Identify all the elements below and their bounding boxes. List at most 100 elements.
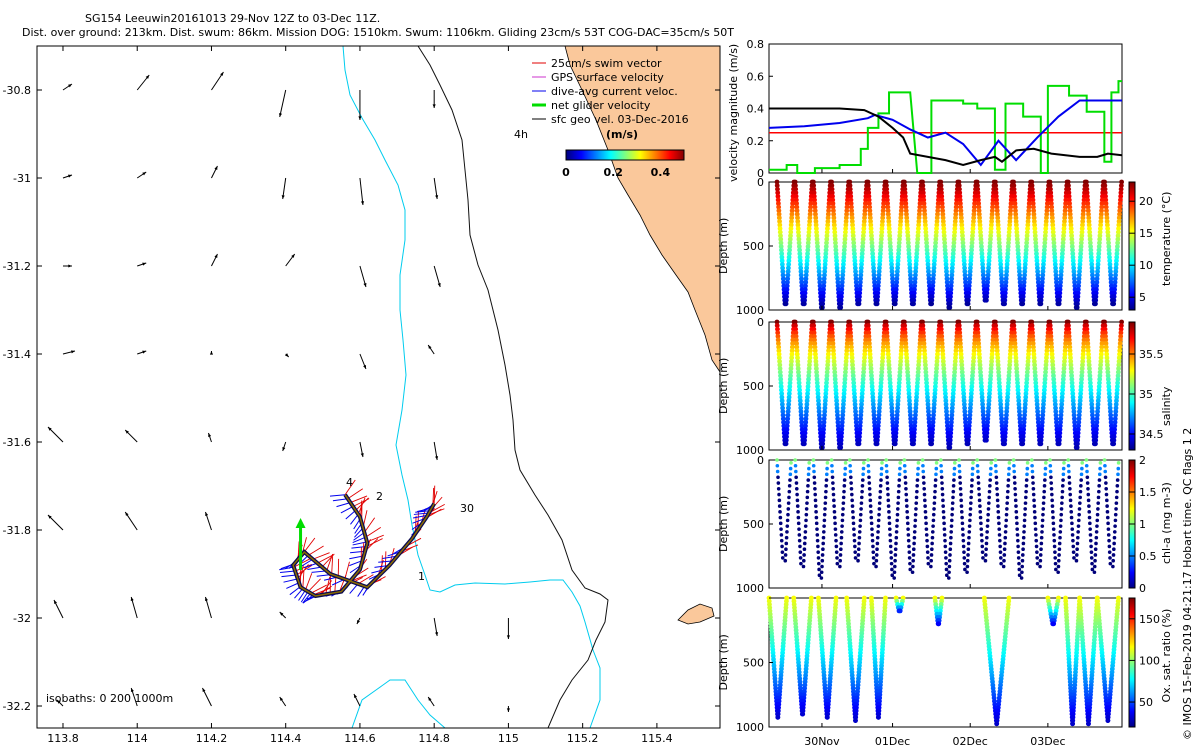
profile-point	[1096, 244, 1102, 249]
profile-point	[923, 373, 929, 379]
profile-point	[907, 398, 912, 404]
section-ylabel: Depth (m)	[717, 496, 730, 552]
profile-point	[812, 341, 818, 346]
colorbar-cell	[675, 150, 677, 160]
profile-point	[898, 359, 904, 364]
colorbar-cell	[584, 150, 586, 160]
profile-point	[869, 376, 875, 382]
profile-point	[813, 366, 819, 371]
profile-point	[1103, 463, 1107, 468]
profile-point	[1050, 504, 1055, 508]
profile-point	[1024, 236, 1030, 242]
profile-point	[943, 402, 949, 407]
profile-point	[778, 521, 783, 526]
profile-point	[1029, 183, 1035, 188]
profile-point	[934, 362, 940, 368]
profile-point	[869, 373, 874, 379]
profile-point	[784, 427, 790, 432]
profile-point	[807, 355, 813, 361]
profile-point	[878, 247, 883, 253]
swim-vector	[312, 552, 330, 560]
geo-vector-head	[363, 365, 367, 369]
profile-point	[887, 240, 893, 246]
profile-point	[917, 344, 923, 350]
profile-point	[890, 423, 896, 429]
profile-point	[879, 373, 884, 379]
profile-point	[1041, 254, 1047, 260]
profile-point	[896, 240, 902, 246]
profile-point	[871, 556, 876, 560]
swim-vector	[317, 554, 334, 564]
profile-point	[775, 333, 781, 339]
profile-point	[803, 283, 808, 289]
profile-point	[859, 391, 865, 397]
profile-point	[814, 240, 820, 246]
profile-point	[801, 301, 807, 307]
profile-point	[1086, 219, 1092, 224]
profile-point	[876, 524, 881, 528]
profile-point	[968, 507, 973, 511]
isobath-note: isobaths: 0 200 1000m	[46, 692, 173, 705]
profile-point	[931, 524, 935, 528]
profile-point	[1061, 222, 1067, 228]
profile-point	[808, 344, 813, 350]
profile-point	[978, 229, 983, 235]
profile-point	[805, 387, 811, 393]
profile-point	[880, 219, 885, 224]
section-colorbar-cell	[1129, 281, 1135, 283]
profile-point	[948, 541, 953, 546]
profile-point	[1060, 501, 1064, 505]
profile-point	[967, 276, 973, 282]
profile-point	[911, 437, 917, 443]
profile-point	[807, 351, 813, 357]
section-colorbar-cell	[1129, 213, 1135, 215]
profile-point	[1026, 208, 1032, 214]
section-colorbar-cell	[1129, 252, 1135, 254]
profile-point	[1032, 510, 1037, 514]
colorbar-cell	[629, 150, 631, 160]
profile-point	[802, 553, 806, 557]
profile-point	[1105, 510, 1110, 514]
section-colorbar-cell	[1129, 236, 1135, 238]
profile-point	[1042, 236, 1048, 242]
profile-point	[863, 341, 868, 346]
profile-point	[932, 495, 937, 500]
profile-point	[1011, 458, 1016, 462]
profile-point	[866, 469, 871, 474]
profile-point	[1097, 233, 1103, 239]
profile-point	[996, 233, 1002, 239]
profile-point	[858, 412, 864, 418]
profile-point	[833, 391, 839, 397]
profile-point	[1034, 254, 1040, 260]
profile-point	[881, 341, 887, 346]
profile-point	[894, 535, 899, 540]
profile-point	[867, 348, 873, 354]
profile-point	[796, 369, 801, 375]
profile-point	[957, 337, 963, 343]
section-colorbar-cell	[1129, 216, 1135, 218]
colorbar-cell	[585, 150, 587, 160]
colorbar-cell	[652, 150, 654, 160]
profile-point	[1038, 301, 1044, 307]
profile-point	[968, 258, 974, 264]
profile-point	[940, 215, 946, 221]
profile-point	[805, 244, 811, 249]
profile-point	[935, 348, 941, 354]
profile-point	[1030, 463, 1034, 468]
colorbar-cell	[656, 150, 658, 160]
profile-point	[878, 384, 884, 389]
dac-vector	[336, 502, 351, 508]
section-colorbar-cell	[1129, 185, 1135, 187]
profile-point	[905, 240, 911, 246]
profile-point	[806, 369, 812, 375]
section-colorbar-cell	[1129, 200, 1135, 202]
profile-point	[898, 211, 904, 217]
profile-point	[785, 524, 790, 528]
profile-point	[780, 409, 786, 414]
profile-point	[879, 233, 884, 239]
profile-point	[917, 348, 922, 354]
geo-vector-head	[205, 512, 209, 516]
profile-point	[805, 240, 811, 246]
